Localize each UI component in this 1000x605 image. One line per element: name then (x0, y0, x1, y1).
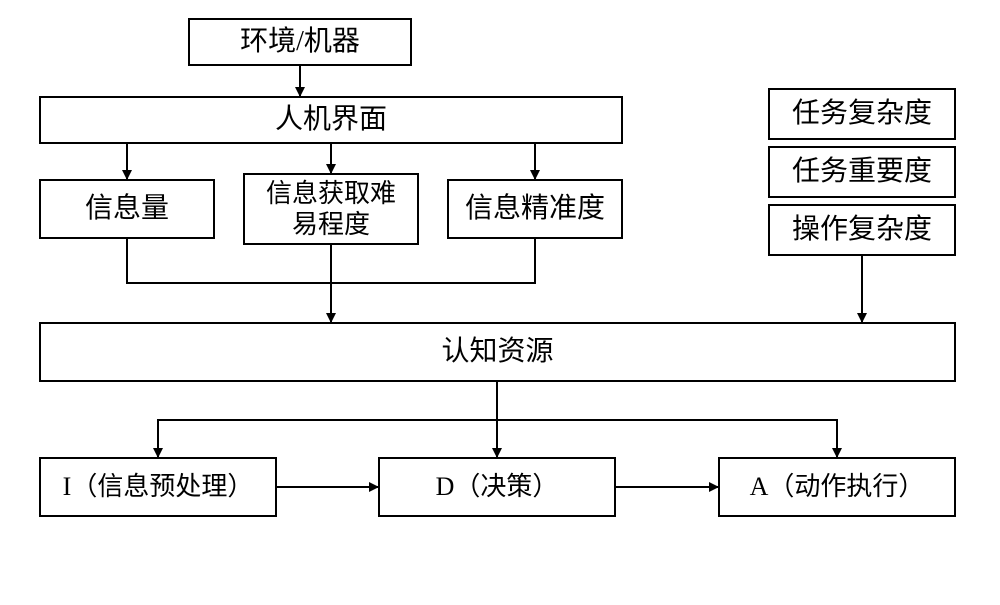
node-d: D（决策） (378, 457, 616, 517)
node-infodiff: 信息获取难易程度 (243, 173, 419, 245)
node-label: 环境/机器 (240, 25, 360, 59)
node-i: I（信息预处理） (39, 457, 277, 517)
node-label: I（信息预处理） (63, 471, 254, 502)
node-a: A（动作执行） (718, 457, 956, 517)
node-taskimp: 任务重要度 (768, 146, 956, 198)
node-label: 信息精准度 (465, 192, 605, 226)
node-label: 任务重要度 (792, 155, 932, 189)
node-infoqty: 信息量 (39, 179, 215, 239)
node-label: 人机界面 (275, 103, 387, 137)
node-label: 操作复杂度 (792, 213, 932, 247)
node-cog: 认知资源 (39, 322, 956, 382)
node-label: 信息量 (85, 192, 169, 226)
node-opcx: 操作复杂度 (768, 204, 956, 256)
flowchart-canvas: 环境/机器 人机界面 信息量 信息获取难易程度 信息精准度 任务复杂度 任务重要… (0, 0, 1000, 605)
node-label: A（动作执行） (750, 471, 925, 502)
node-label: 认知资源 (441, 335, 553, 369)
node-infoacc: 信息精准度 (447, 179, 623, 239)
node-label: 任务复杂度 (792, 97, 932, 131)
node-label: D（决策） (436, 471, 559, 502)
node-hmi: 人机界面 (39, 96, 623, 144)
node-taskcx: 任务复杂度 (768, 88, 956, 140)
node-label: 信息获取难易程度 (256, 178, 406, 240)
node-env: 环境/机器 (188, 18, 412, 66)
